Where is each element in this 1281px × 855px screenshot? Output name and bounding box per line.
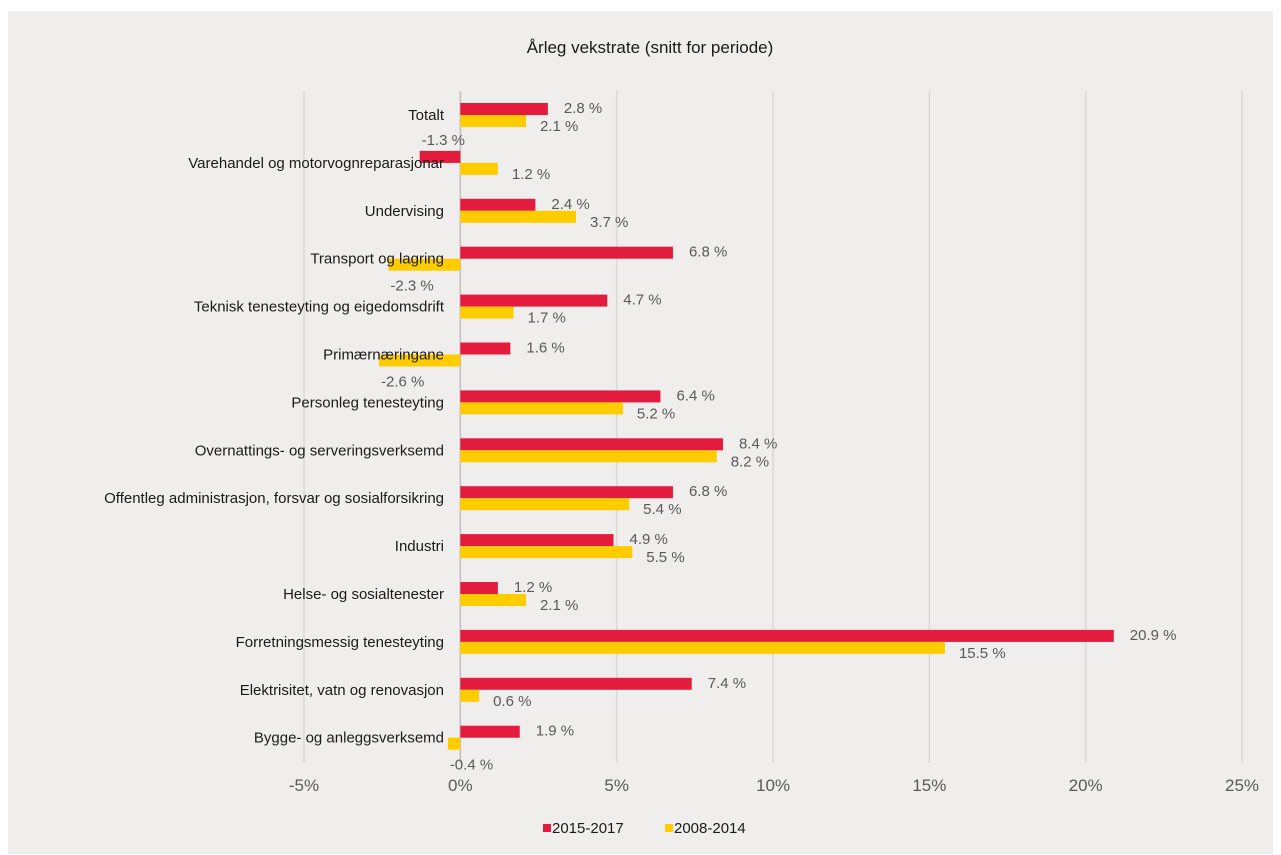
x-tick-label: 5% — [604, 776, 629, 795]
data-label: 5.2 % — [637, 405, 675, 422]
bar-2008-2014 — [460, 306, 514, 319]
bar-2008-2014 — [460, 402, 623, 415]
legend-label: 2015-2017 — [552, 820, 624, 837]
category-labels: Totalt Varehandel og motorvognreparasjona… — [104, 107, 445, 747]
x-axis-ticks: -5% 0% 5% 10% 15% 20% 25% — [289, 776, 1259, 795]
data-label: -1.3 % — [422, 132, 465, 149]
data-label: -2.3 % — [390, 278, 433, 295]
data-label: 2.1 % — [540, 118, 578, 135]
bar-2015-2017 — [460, 246, 673, 259]
bar-2008-2014 — [460, 594, 526, 606]
data-label: 6.8 % — [689, 483, 727, 500]
bar-2015-2017 — [460, 582, 498, 594]
data-label: -2.6 % — [381, 374, 424, 391]
bar-2015-2017 — [460, 534, 614, 547]
chart-title: Årleg vekstrate (snitt for periode) — [527, 38, 774, 57]
data-label: 1.9 % — [536, 723, 574, 740]
category-label: Transport og lagring — [310, 251, 444, 268]
bar-2015-2017 — [460, 342, 511, 355]
x-tick-label: 0% — [448, 776, 473, 795]
x-tick-label: 15% — [912, 776, 946, 795]
bar-2008-2014 — [460, 210, 577, 223]
category-label: Helse- og sosialtenester — [283, 586, 444, 603]
legend: 2015-2017 2008-2014 — [543, 820, 746, 837]
legend-swatch — [665, 824, 673, 832]
bar-2008-2014 — [460, 162, 498, 175]
data-label: 1.2 % — [512, 166, 550, 183]
x-tick-label: -5% — [289, 776, 319, 795]
gridlines — [303, 91, 1243, 763]
data-label: 1.7 % — [527, 310, 565, 327]
bar-2015-2017 — [460, 294, 608, 307]
data-label: 2.4 % — [551, 196, 589, 213]
bar-2008-2014 — [460, 498, 630, 511]
x-tick-label: 20% — [1069, 776, 1103, 795]
category-label: Bygge- og anleggsverksemd — [254, 730, 444, 747]
data-labels: 2.8 %2.1 %-1.3 %1.2 %2.4 %3.7 %6.8 %-2.3… — [381, 100, 1176, 774]
data-label: -0.4 % — [450, 757, 493, 774]
category-label: Forretningsmessig tenesteyting — [236, 634, 444, 651]
data-label: 6.4 % — [676, 387, 714, 404]
data-label: 15.5 % — [959, 645, 1006, 662]
data-label: 3.7 % — [590, 214, 628, 231]
bar-2008-2014 — [379, 354, 461, 367]
category-label: Elektrisitet, vatn og renovasjon — [240, 682, 444, 699]
category-label: Overnattings- og serveringsverksemd — [195, 442, 444, 459]
data-label: 2.8 % — [564, 100, 602, 117]
bar-2008-2014 — [460, 450, 717, 463]
category-label: Primærnæringane — [323, 347, 444, 364]
data-label: 5.5 % — [646, 549, 684, 566]
data-label: 1.6 % — [526, 340, 564, 357]
bar-2015-2017 — [460, 677, 692, 690]
bar-2015-2017 — [460, 103, 548, 115]
bar-2008-2014 — [460, 689, 480, 702]
bar-2015-2017 — [460, 198, 536, 211]
category-label: Undervising — [365, 203, 444, 220]
data-label: 20.9 % — [1130, 627, 1177, 644]
bar-2015-2017 — [460, 390, 661, 403]
data-label: 4.7 % — [623, 292, 661, 309]
category-label: Totalt — [408, 107, 445, 124]
bar-2008-2014 — [460, 546, 633, 559]
data-label: 8.4 % — [739, 435, 777, 452]
legend-label: 2008-2014 — [674, 820, 746, 837]
data-label: 7.4 % — [708, 675, 746, 692]
legend-swatch — [543, 824, 551, 832]
data-label: 8.2 % — [731, 453, 769, 470]
bar-2008-2014 — [447, 737, 461, 750]
data-label: 6.8 % — [689, 244, 727, 261]
category-label: Industri — [395, 538, 444, 555]
bar-chart: Årleg vekstrate (snitt for periode) Tota… — [104, 38, 1259, 837]
data-label: 4.9 % — [630, 531, 668, 548]
category-label: Teknisk tenesteyting og eigedomsdrift — [194, 299, 445, 316]
data-label: 1.2 % — [514, 579, 552, 596]
bar-2015-2017 — [419, 150, 461, 163]
data-label: 2.1 % — [540, 597, 578, 614]
bar-2008-2014 — [388, 258, 461, 271]
data-label: 0.6 % — [493, 693, 531, 710]
category-label: Varehandel og motorvognreparasjonar — [188, 155, 444, 172]
bar-2015-2017 — [460, 725, 520, 738]
bar-2015-2017 — [460, 438, 723, 451]
bar-2015-2017 — [460, 486, 673, 499]
category-label: Offentleg administrasjon, forsvar og sos… — [104, 490, 444, 507]
data-label: 5.4 % — [643, 501, 681, 518]
category-label: Personleg tenesteyting — [291, 394, 444, 411]
chart-frame: Årleg vekstrate (snitt for periode) Tota… — [8, 11, 1273, 854]
x-tick-label: 10% — [756, 776, 790, 795]
bar-2015-2017 — [460, 629, 1114, 642]
x-tick-label: 25% — [1225, 776, 1259, 795]
bar-2008-2014 — [460, 115, 526, 127]
bar-2008-2014 — [460, 641, 945, 654]
bars — [379, 103, 1114, 750]
